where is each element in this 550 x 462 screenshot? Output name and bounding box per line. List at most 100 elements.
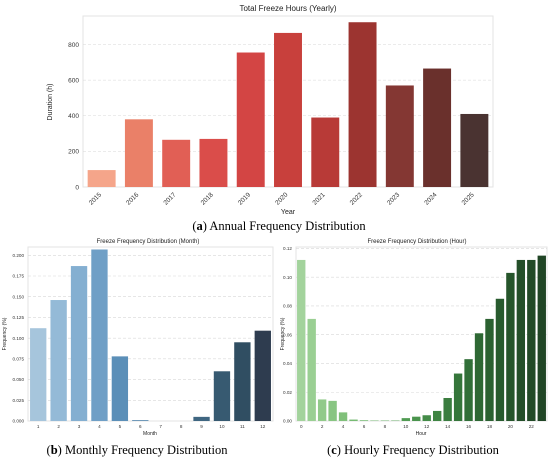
bar-2 [317,399,327,421]
y-tick-label: 0.175 [13,274,25,279]
x-tick-label: 7 [159,424,162,429]
y-tick-label: 0.150 [13,294,25,299]
x-tick-label: 9 [200,424,203,429]
bar-10 [401,418,410,421]
y-tick-label: 0.00 [283,419,292,424]
hourly-y-axis-label: Frequency (%) [280,317,286,350]
y-tick-label: 0.12 [283,246,292,251]
caption-a: (a) Annual Frequency Distribution [192,219,366,233]
x-tick-label: 3 [78,424,81,429]
annual-x-ticks: 2015 2016 2017 2018 2019 2020 2021 2022 2023 2024… [88,191,476,206]
monthly-chart: Freeze Frequency Distribution (Month) 0.… [2,239,274,457]
y-tick-label: 200 [68,149,79,156]
x-tick-label: 2016 [125,191,140,206]
caption-c: (c) Hourly Frequency Distribution [327,443,500,457]
monthly-chart-title: Freeze Frequency Distribution (Month) [97,239,200,245]
y-tick-label: 0 [75,184,79,191]
bar-19 [495,298,505,421]
bar-9 [193,416,210,421]
monthly-x-axis-label: Month [143,431,157,437]
y-tick-label: 0.06 [283,332,292,337]
x-tick-label: 5 [119,424,122,429]
bar-1 [307,318,316,421]
bar-2024 [423,68,452,187]
bar-12 [254,330,271,421]
bar-23 [537,255,546,421]
x-tick-label: 1 [37,424,40,429]
x-tick-label: 2023 [386,191,401,206]
bar-0 [297,259,306,421]
bar-18 [485,318,494,421]
bar-2020 [274,32,302,187]
bar-11 [234,342,251,421]
bar-6 [359,420,369,421]
bar-20 [506,272,515,421]
x-tick-label: 18 [487,424,493,429]
bar-4 [338,412,348,421]
annual-chart-title: Total Freeze Hours (Yearly) [239,4,336,13]
y-tick-label: 0.050 [13,377,25,382]
monthly-x-ticks: 1 2 3 4 5 6 7 8 9 10 11 12 [37,424,266,429]
x-tick-label: 2021 [312,191,327,206]
bar-15 [453,373,463,421]
bar-2 [50,300,67,421]
bar-2023 [385,85,414,187]
bar-17 [474,333,484,421]
x-tick-label: 10 [403,424,409,429]
annual-x-axis-label: Year [281,209,296,216]
hourly-bars [297,255,546,421]
bar-12 [422,415,431,421]
y-tick-label: 600 [68,77,79,84]
hourly-x-axis-label: Hour [416,431,427,437]
caption-a-letter: a [197,219,204,233]
bar-2022 [348,22,377,187]
x-tick-label: 2 [321,424,324,429]
x-tick-label: 6 [139,424,142,429]
y-tick-label: 0.08 [283,304,292,309]
y-tick-label: 0.025 [13,398,25,403]
x-tick-label: 2015 [88,191,103,206]
x-tick-label: 2024 [423,191,438,206]
x-tick-label: 8 [180,424,183,429]
hourly-plot-frame [295,246,548,422]
x-tick-label: 20 [508,424,514,429]
y-tick-label: 0.075 [13,356,25,361]
annual-bars [87,22,489,187]
bar-2019 [236,52,265,187]
x-tick-label: 2022 [349,191,364,206]
hourly-chart: Freeze Frequency Distribution (Hour) 0.0… [280,239,548,457]
y-tick-label: 0.04 [283,361,292,366]
bar-2025 [460,113,489,187]
y-tick-label: 0.10 [283,275,292,280]
bar-2016 [124,119,153,187]
x-tick-label: 8 [384,424,387,429]
bar-5 [111,356,129,421]
y-tick-label: 0.125 [13,315,25,320]
y-tick-label: 0.200 [13,253,25,258]
y-tick-label: 0.100 [13,336,25,341]
caption-b: (b) Monthly Frequency Distribution [47,443,229,457]
x-tick-label: 2017 [162,191,177,206]
y-tick-label: 0.000 [13,419,25,424]
bar-1 [30,328,47,421]
bar-2017 [162,139,191,187]
caption-c-letter: c [331,443,337,457]
caption-b-letter: b [51,443,58,457]
x-tick-label: 16 [466,424,472,429]
x-tick-label: 2020 [274,191,289,206]
x-tick-label: 4 [98,424,101,429]
bar-10 [213,371,231,421]
x-tick-label: 0 [300,424,303,429]
x-tick-label: 10 [219,424,225,429]
hourly-gridlines [296,248,547,393]
bar-6 [132,420,149,421]
caption-b-text: Monthly Frequency Distribution [62,443,228,457]
x-tick-label: 12 [424,424,430,429]
x-tick-label: 4 [342,424,345,429]
monthly-y-axis-label: Frequency (%) [2,317,8,350]
bar-4 [91,249,108,421]
monthly-plot-frame [27,246,274,422]
y-tick-label: 400 [68,113,79,120]
caption-a-text: Annual Frequency Distribution [207,219,366,233]
